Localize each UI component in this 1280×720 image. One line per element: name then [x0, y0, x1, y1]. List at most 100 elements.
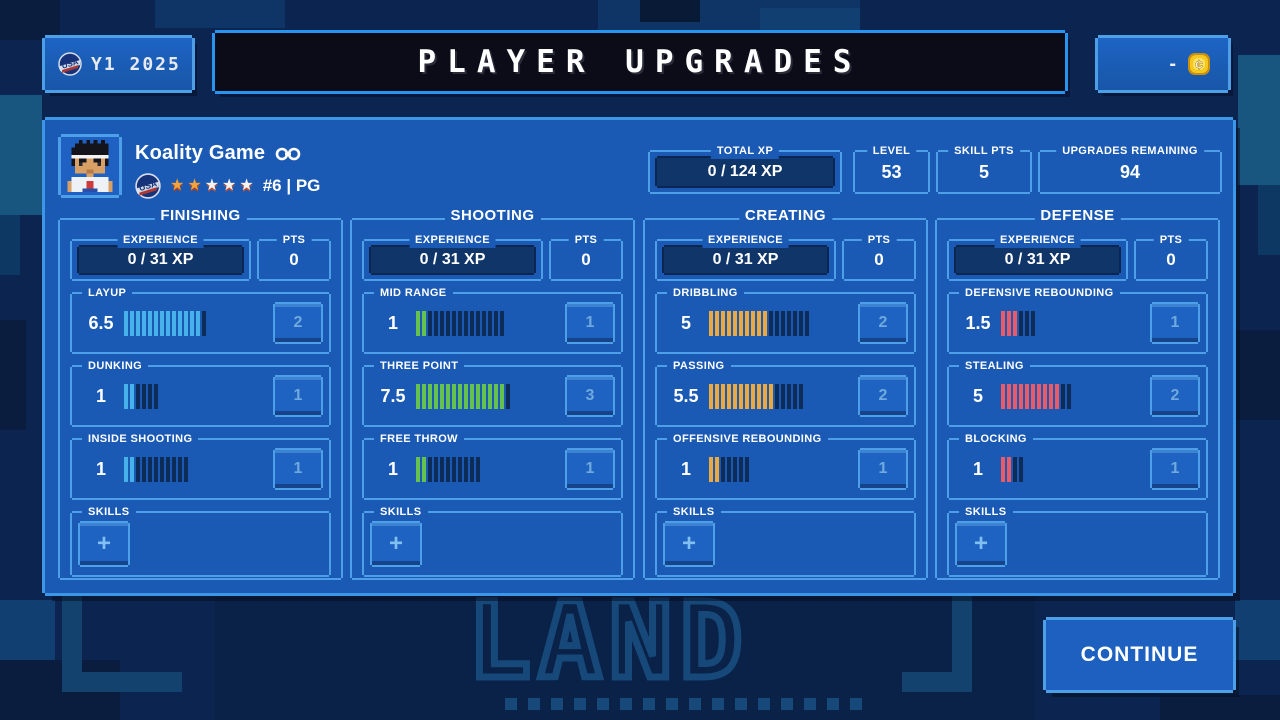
stat-bar — [124, 383, 158, 409]
stat-bar — [1001, 310, 1035, 336]
stat-dunking: DUNKING 1 1 — [72, 358, 329, 425]
page-title: PLAYER UPGRADES — [417, 44, 863, 80]
pts-value: 0 — [581, 250, 591, 269]
upgrade-layup-button[interactable]: 2 — [275, 304, 321, 342]
column-title: FINISHING — [154, 208, 247, 224]
upgrade-three-point-button[interactable]: 3 — [567, 377, 613, 415]
pts-value: 0 — [874, 250, 884, 269]
upgrades-remaining-value: 94 — [1119, 161, 1141, 182]
stat-bar — [1001, 383, 1071, 409]
experience-label: EXPERIENCE — [409, 232, 496, 248]
stat-bar — [709, 310, 809, 336]
coin-icon: ¢ — [1188, 53, 1210, 75]
season-label: Y1 2025 — [91, 53, 181, 75]
upgrade-offensive-rebounding-button[interactable]: 1 — [860, 450, 906, 488]
add-skill-finishing-button[interactable]: + — [80, 523, 128, 565]
stat-label: DEFENSIVE REBOUNDING — [959, 285, 1120, 301]
stat-value: 1 — [387, 458, 398, 479]
experience-box: EXPERIENCE 0 / 31 XP — [949, 232, 1126, 279]
skills-label: SKILLS — [959, 504, 1013, 520]
total-xp-label: TOTAL XP — [710, 143, 780, 159]
experience-label: EXPERIENCE — [117, 232, 204, 248]
add-skill-shooting-button[interactable]: + — [372, 523, 420, 565]
upgrade-inside-shooting-button[interactable]: 1 — [275, 450, 321, 488]
stat-label: BLOCKING — [959, 431, 1033, 447]
pts-box: PTS 0 — [844, 232, 914, 279]
season-badge: USA Y1 2025 — [45, 38, 192, 90]
level-box: LEVEL 53 — [855, 143, 928, 192]
upgrade-stealing-button[interactable]: 2 — [1152, 377, 1198, 415]
skill-pts-label: SKILL PTS — [948, 143, 1020, 159]
star-rating: ★ ★ ★ ★ ★ — [170, 177, 254, 194]
stat-value: 5.5 — [673, 385, 699, 406]
experience-box: EXPERIENCE 0 / 31 XP — [72, 232, 249, 279]
bg-bracket-right — [902, 596, 972, 692]
pts-value: 0 — [1166, 250, 1176, 269]
pts-box: PTS 0 — [259, 232, 329, 279]
usa-logo-icon: USA — [58, 52, 82, 76]
plus-icon: + — [973, 530, 988, 557]
skills-label: SKILLS — [374, 504, 428, 520]
pts-label: PTS — [276, 232, 312, 248]
upgrades-remaining-label: UPGRADES REMAINING — [1056, 143, 1204, 159]
stat-label: MID RANGE — [374, 285, 453, 301]
stat-stealing: STEALING 5 2 — [949, 358, 1206, 425]
bg-bracket-left — [62, 596, 182, 692]
svg-text:¢: ¢ — [1195, 57, 1203, 73]
upgrade-free-throw-button[interactable]: 1 — [567, 450, 613, 488]
stat-inside-shooting: INSIDE SHOOTING 1 1 — [72, 431, 329, 498]
bg-word: LAND — [465, 577, 751, 706]
stat-value: 1 — [95, 385, 106, 406]
stat-label: DUNKING — [82, 358, 149, 374]
column-title: DEFENSE — [1034, 208, 1121, 224]
stat-label: THREE POINT — [374, 358, 465, 374]
stat-value: 6.5 — [88, 312, 114, 333]
column-title: CREATING — [738, 208, 833, 224]
upgrade-passing-button[interactable]: 2 — [860, 377, 906, 415]
level-value: 53 — [881, 161, 902, 182]
total-xp-box: TOTAL XP 0 / 124 XP — [650, 143, 840, 192]
coin-display: - ¢ — [1098, 38, 1228, 90]
stat-bar — [709, 456, 749, 482]
experience-box: EXPERIENCE 0 / 31 XP — [364, 232, 541, 279]
stat-value: 5 — [972, 385, 983, 406]
add-skill-creating-button[interactable]: + — [665, 523, 713, 565]
upgrade-dribbling-button[interactable]: 2 — [860, 304, 906, 342]
upgrade-dunking-button[interactable]: 1 — [275, 377, 321, 415]
coin-value: - — [1169, 52, 1176, 75]
stat-value: 1 — [387, 312, 398, 333]
continue-button[interactable]: CONTINUE — [1046, 620, 1233, 690]
plus-icon: + — [681, 530, 696, 557]
stat-label: LAYUP — [82, 285, 133, 301]
pts-label: PTS — [861, 232, 897, 248]
level-label: LEVEL — [866, 143, 917, 159]
stat-label: FREE THROW — [374, 431, 464, 447]
experience-value: 0 / 31 XP — [79, 247, 242, 273]
stat-label: INSIDE SHOOTING — [82, 431, 199, 447]
stat-bar — [124, 310, 206, 336]
upgrades-remaining-box: UPGRADES REMAINING 94 — [1040, 143, 1220, 192]
pts-box: PTS 0 — [551, 232, 621, 279]
upgrade-blocking-button[interactable]: 1 — [1152, 450, 1198, 488]
column-finishing: FINISHING EXPERIENCE 0 / 31 XP PTS 0 LAY… — [60, 208, 341, 578]
stat-value: 1 — [680, 458, 691, 479]
upgrade-defensive-rebounding-button[interactable]: 1 — [1152, 304, 1198, 342]
stat-bar — [416, 456, 480, 482]
stat-value: 7.5 — [380, 385, 406, 406]
player-position: #6 | PG — [262, 176, 321, 195]
column-defense: DEFENSE EXPERIENCE 0 / 31 XP PTS 0 DEFEN… — [937, 208, 1218, 578]
pts-box: PTS 0 — [1136, 232, 1206, 279]
stat-label: OFFENSIVE REBOUNDING — [667, 431, 828, 447]
add-skill-defense-button[interactable]: + — [957, 523, 1005, 565]
upgrade-mid-range-button[interactable]: 1 — [567, 304, 613, 342]
plus-icon: + — [96, 530, 111, 557]
stat-value: 1.5 — [965, 312, 991, 333]
experience-box: EXPERIENCE 0 / 31 XP — [657, 232, 834, 279]
skill-pts-value: 5 — [978, 161, 989, 182]
skills-label: SKILLS — [82, 504, 136, 520]
skills-box-defense: SKILLS + — [949, 504, 1206, 575]
total-xp-value: 0 / 124 XP — [657, 158, 833, 186]
stat-bar — [124, 456, 188, 482]
stat-label: STEALING — [959, 358, 1030, 374]
pts-label: PTS — [1153, 232, 1189, 248]
